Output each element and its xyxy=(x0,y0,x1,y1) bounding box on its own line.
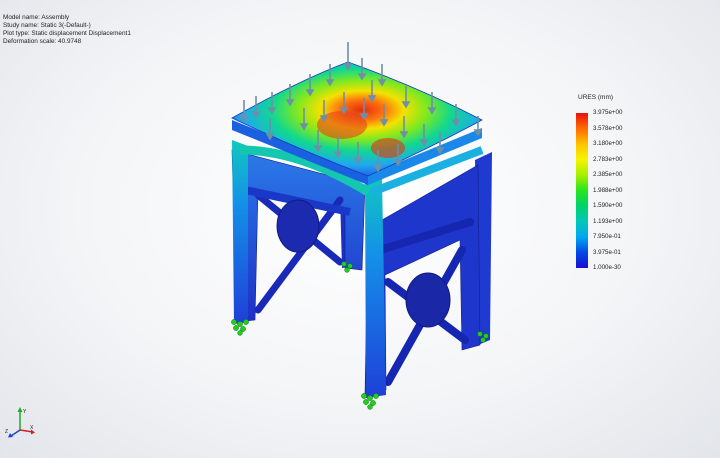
triad-x-label: X xyxy=(30,425,34,431)
front-right-leg xyxy=(365,178,386,398)
legend-label: 1.193e+00 xyxy=(593,217,623,225)
top-plate-edge-right xyxy=(368,128,482,185)
legend-label: 3.975e-01 xyxy=(593,248,621,256)
legend-label: 3.578e+00 xyxy=(593,124,623,132)
triad-y-label: Y xyxy=(23,409,27,415)
reference-triad[interactable]: Y X Z xyxy=(4,404,38,438)
legend-label: 7.950e-01 xyxy=(593,233,621,240)
legend-label: 1.590e+00 xyxy=(593,202,623,209)
fixed-supports xyxy=(231,261,489,410)
max-displacement-zone-b xyxy=(371,138,405,158)
legend-title: URES (mm) xyxy=(578,94,614,101)
legend-label: 2.783e+00 xyxy=(593,155,623,163)
right-panel-hub xyxy=(405,272,451,328)
study-name-text: Study name: Static 3(-Default-) xyxy=(3,22,91,29)
left-panel-hub xyxy=(276,199,320,253)
triad-z-label: Z xyxy=(5,429,8,435)
legend-label: 2.385e+00 xyxy=(593,171,623,178)
deformation-scale-text: Deformation scale: 40.9748 xyxy=(3,38,82,45)
legend-label: 3.975e+00 xyxy=(593,109,623,116)
plot-info-block: Model name: Assembly Study name: Static … xyxy=(3,14,131,46)
front-left-arch xyxy=(239,145,371,196)
legend-label: 1.988e+00 xyxy=(593,186,623,194)
load-arrows xyxy=(239,42,483,173)
legend-label: 3.180e+00 xyxy=(593,140,623,147)
front-right-arch xyxy=(370,146,484,196)
front-left-leg xyxy=(232,140,248,324)
plot-type-text: Plot type: Static displacement Displacem… xyxy=(3,30,131,37)
legend-color-scale xyxy=(576,113,588,268)
top-plate-edge xyxy=(232,120,368,185)
max-displacement-zone-a xyxy=(317,111,367,139)
legend-label: 1.000e-30 xyxy=(593,264,621,271)
model-name-text: Model name: Assembly xyxy=(3,14,70,21)
